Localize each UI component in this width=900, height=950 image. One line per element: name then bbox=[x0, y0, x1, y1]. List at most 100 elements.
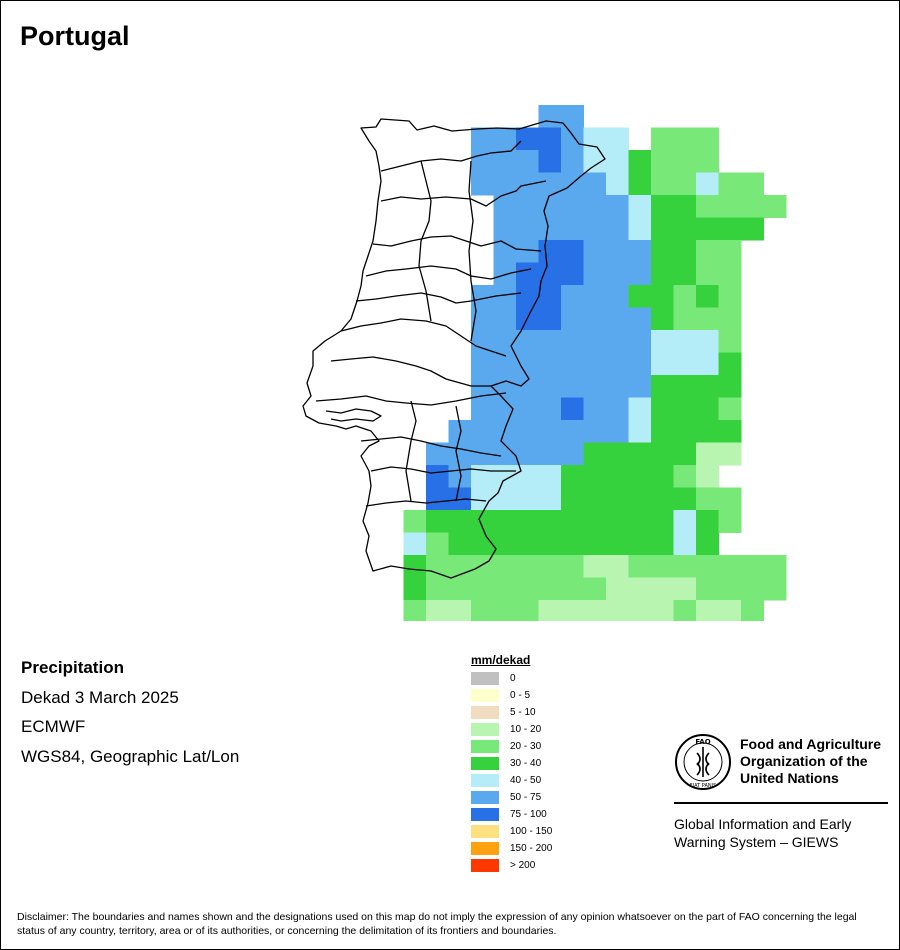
precip-cell bbox=[628, 240, 652, 263]
district-boundary bbox=[370, 466, 516, 474]
precip-cell bbox=[673, 285, 697, 308]
precip-cell bbox=[741, 577, 764, 601]
precip-cell bbox=[651, 307, 674, 331]
precip-cell bbox=[696, 420, 719, 443]
precip-cell bbox=[516, 420, 539, 443]
precip-cell bbox=[606, 217, 629, 241]
legend-label: 30 - 40 bbox=[510, 758, 542, 769]
legend-label: 0 bbox=[510, 673, 516, 684]
precip-cell bbox=[651, 195, 674, 218]
precipitation-grid bbox=[403, 105, 787, 621]
precip-cell bbox=[426, 442, 449, 466]
precip-cell bbox=[718, 330, 742, 353]
precip-cell bbox=[583, 555, 607, 578]
precip-cell bbox=[448, 532, 472, 556]
precip-cell bbox=[538, 172, 562, 196]
precip-cell bbox=[628, 285, 652, 308]
legend-item: 100 - 150 bbox=[471, 825, 552, 838]
legend-item: 30 - 40 bbox=[471, 757, 541, 770]
precip-cell bbox=[538, 262, 562, 286]
precip-cell bbox=[583, 240, 607, 263]
precip-cell bbox=[583, 195, 607, 218]
precip-cell bbox=[718, 375, 742, 398]
precip-cell bbox=[673, 330, 697, 353]
precip-cell bbox=[583, 330, 607, 353]
precip-cell bbox=[651, 330, 674, 353]
precip-cell bbox=[741, 172, 764, 196]
precip-cell bbox=[561, 127, 584, 151]
precip-cell bbox=[516, 217, 539, 241]
precip-cell bbox=[538, 510, 562, 533]
district-boundary bbox=[330, 356, 491, 387]
precip-cell bbox=[426, 465, 449, 488]
map-variable: Precipitation bbox=[21, 658, 124, 677]
precip-cell bbox=[471, 420, 494, 443]
precip-cell bbox=[628, 510, 652, 533]
precip-cell bbox=[516, 195, 539, 218]
precip-cell bbox=[673, 172, 697, 196]
precip-cell bbox=[606, 285, 629, 308]
precip-cell bbox=[538, 217, 562, 241]
legend-swatch bbox=[471, 774, 499, 787]
precip-cell bbox=[561, 240, 584, 263]
precip-cell bbox=[403, 510, 427, 533]
precip-cell bbox=[561, 532, 584, 556]
precip-cell bbox=[538, 442, 562, 466]
precip-cell bbox=[471, 532, 494, 556]
precip-cell bbox=[673, 150, 697, 173]
precip-cell bbox=[651, 577, 674, 601]
precip-cell bbox=[651, 555, 674, 578]
district-boundary bbox=[365, 265, 532, 280]
precip-cell bbox=[561, 285, 584, 308]
precip-cell bbox=[583, 217, 607, 241]
legend-label: 5 - 10 bbox=[510, 707, 536, 718]
precip-cell bbox=[651, 352, 674, 376]
precip-cell bbox=[718, 555, 742, 578]
district-boundary bbox=[468, 160, 477, 342]
portugal-outline bbox=[302, 118, 606, 579]
precip-cell bbox=[538, 397, 562, 421]
precip-cell bbox=[651, 285, 674, 308]
precip-cell bbox=[471, 465, 494, 488]
precip-cell bbox=[606, 442, 629, 466]
precip-cell bbox=[651, 217, 674, 241]
legend-item: 0 bbox=[471, 672, 516, 685]
precip-cell bbox=[628, 330, 652, 353]
district-boundary bbox=[355, 292, 522, 304]
precip-cell bbox=[651, 262, 674, 286]
precip-cell bbox=[651, 487, 674, 511]
precip-cell bbox=[606, 127, 629, 151]
precip-cell bbox=[471, 127, 494, 151]
precip-cell bbox=[718, 217, 742, 241]
precip-cell bbox=[471, 487, 494, 511]
precip-cell bbox=[696, 532, 719, 556]
precip-cell bbox=[493, 217, 517, 241]
precip-cell bbox=[628, 600, 652, 621]
precip-cell bbox=[606, 195, 629, 218]
precip-cell bbox=[673, 352, 697, 376]
precip-cell bbox=[448, 577, 472, 601]
precip-cell bbox=[651, 172, 674, 196]
precip-cell bbox=[696, 127, 719, 151]
legend-swatch bbox=[471, 791, 499, 804]
precip-cell bbox=[426, 510, 449, 533]
precip-cell bbox=[403, 532, 427, 556]
legend-label: 50 - 75 bbox=[510, 792, 542, 803]
precip-cell bbox=[628, 307, 652, 331]
precip-cell bbox=[561, 487, 584, 511]
precip-cell bbox=[583, 577, 607, 601]
legend-item: 150 - 200 bbox=[471, 842, 552, 855]
precip-cell bbox=[426, 600, 449, 621]
precip-cell bbox=[516, 352, 539, 376]
precip-cell bbox=[696, 262, 719, 286]
precip-cell bbox=[718, 240, 742, 263]
precip-cell bbox=[471, 330, 494, 353]
precip-cell bbox=[493, 577, 517, 601]
precip-cell bbox=[741, 195, 764, 218]
precip-cell bbox=[673, 375, 697, 398]
precip-cell bbox=[516, 487, 539, 511]
precip-cell bbox=[516, 510, 539, 533]
precip-cell bbox=[583, 487, 607, 511]
precip-cell bbox=[516, 600, 539, 621]
precip-cell bbox=[696, 510, 719, 533]
